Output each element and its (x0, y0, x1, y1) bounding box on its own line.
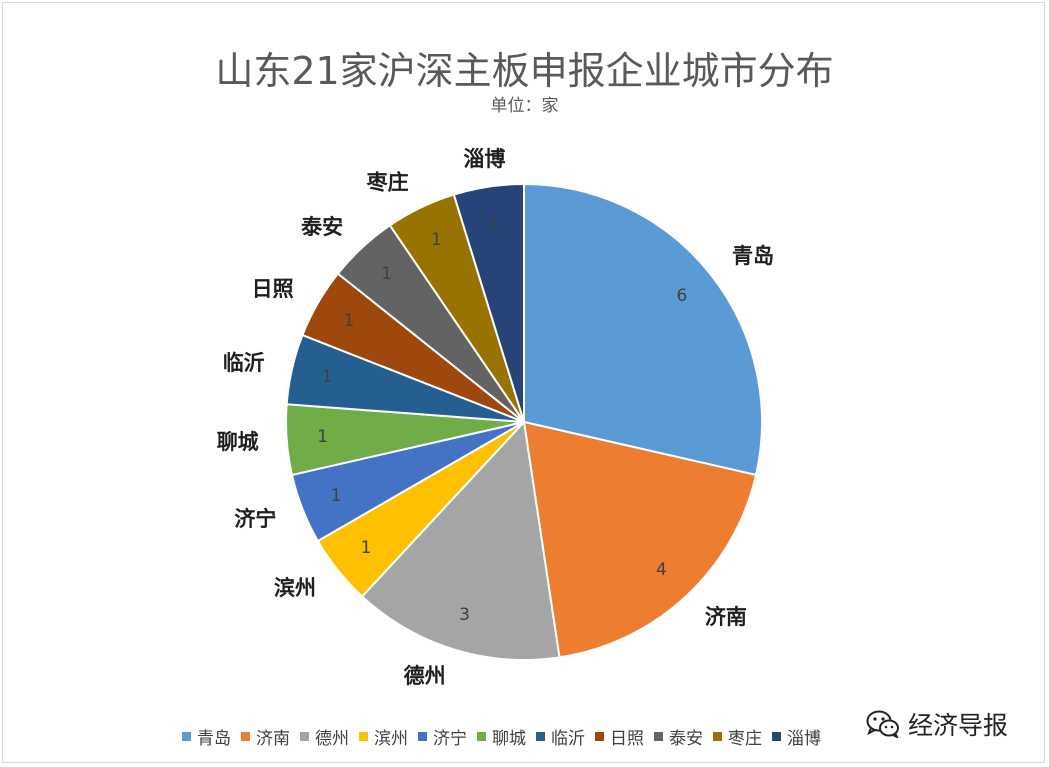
data-label-10: 1 (488, 212, 499, 232)
legend-item-0: 青岛 (182, 724, 231, 749)
data-label-1: 4 (656, 560, 667, 580)
legend-item-3: 滨州 (359, 724, 408, 749)
legend-swatch-5 (477, 732, 486, 741)
chart-legend: 青岛 济南 德州 滨州 济宁 聊城 临沂 日照 泰安 枣庄 淄博 (182, 724, 831, 749)
pie-slice-0 (523, 182, 763, 477)
data-label-2: 3 (459, 605, 470, 625)
legend-swatch-0 (182, 732, 191, 741)
legend-label-1: 济南 (256, 729, 290, 749)
chart-subtitle: 单位：家 (490, 96, 559, 116)
legend-item-5: 聊城 (477, 724, 526, 749)
data-label-5: 1 (317, 427, 328, 447)
legend-swatch-8 (654, 732, 663, 741)
wechat-icon (866, 710, 899, 738)
legend-swatch-7 (595, 732, 604, 741)
legend-label-0: 青岛 (197, 729, 231, 749)
data-label-4: 1 (331, 486, 342, 506)
legend-label-6: 临沂 (551, 729, 585, 749)
pie-slice-2 (360, 419, 561, 661)
legend-item-4: 济宁 (418, 724, 467, 749)
legend-label-8: 泰安 (669, 729, 703, 749)
legend-item-9: 枣庄 (713, 724, 762, 749)
data-label-9: 1 (431, 230, 442, 250)
legend-swatch-2 (300, 732, 309, 741)
legend-swatch-9 (713, 732, 722, 741)
watermark-text: 经济导报 (908, 711, 1009, 740)
legend-item-2: 德州 (300, 724, 349, 749)
legend-label-9: 枣庄 (728, 729, 762, 749)
category-label-0: 青岛 (732, 244, 774, 268)
legend-item-7: 日照 (595, 724, 644, 749)
legend-label-4: 济宁 (433, 729, 467, 749)
legend-item-6: 临沂 (536, 724, 585, 749)
category-label-5: 聊城 (217, 430, 259, 454)
legend-item-1: 济南 (241, 724, 290, 749)
legend-item-10: 淄博 (772, 724, 821, 749)
legend-item-8: 泰安 (654, 724, 703, 749)
data-label-8: 1 (381, 264, 392, 284)
category-label-2: 德州 (404, 664, 446, 688)
category-label-4: 济宁 (234, 507, 276, 531)
category-label-9: 枣庄 (366, 170, 409, 194)
pie-slice-10 (452, 182, 525, 423)
legend-label-10: 淄博 (787, 729, 821, 749)
category-label-6: 临沂 (223, 351, 265, 375)
category-label-8: 泰安 (300, 215, 343, 239)
legend-label-3: 滨州 (374, 729, 408, 749)
category-label-3: 滨州 (274, 576, 316, 600)
data-label-0: 6 (676, 286, 687, 306)
data-label-3: 1 (361, 538, 372, 558)
data-label-7: 1 (344, 311, 355, 331)
legend-label-5: 聊城 (492, 729, 526, 749)
data-label-6: 1 (322, 367, 333, 387)
watermark: 经济导报 (866, 706, 1008, 742)
legend-swatch-1 (241, 732, 250, 741)
legend-label-2: 德州 (315, 729, 349, 749)
category-label-10: 淄博 (463, 147, 505, 171)
pie-slice-1 (522, 420, 758, 659)
legend-swatch-3 (359, 732, 368, 741)
legend-swatch-4 (418, 732, 427, 741)
chart-title: 山东21家沪深主板申报企业城市分布 (215, 49, 834, 93)
category-label-7: 日照 (252, 277, 294, 301)
legend-swatch-10 (772, 732, 781, 741)
legend-label-7: 日照 (610, 729, 644, 749)
category-label-1: 济南 (705, 605, 747, 629)
legend-swatch-6 (536, 732, 545, 741)
